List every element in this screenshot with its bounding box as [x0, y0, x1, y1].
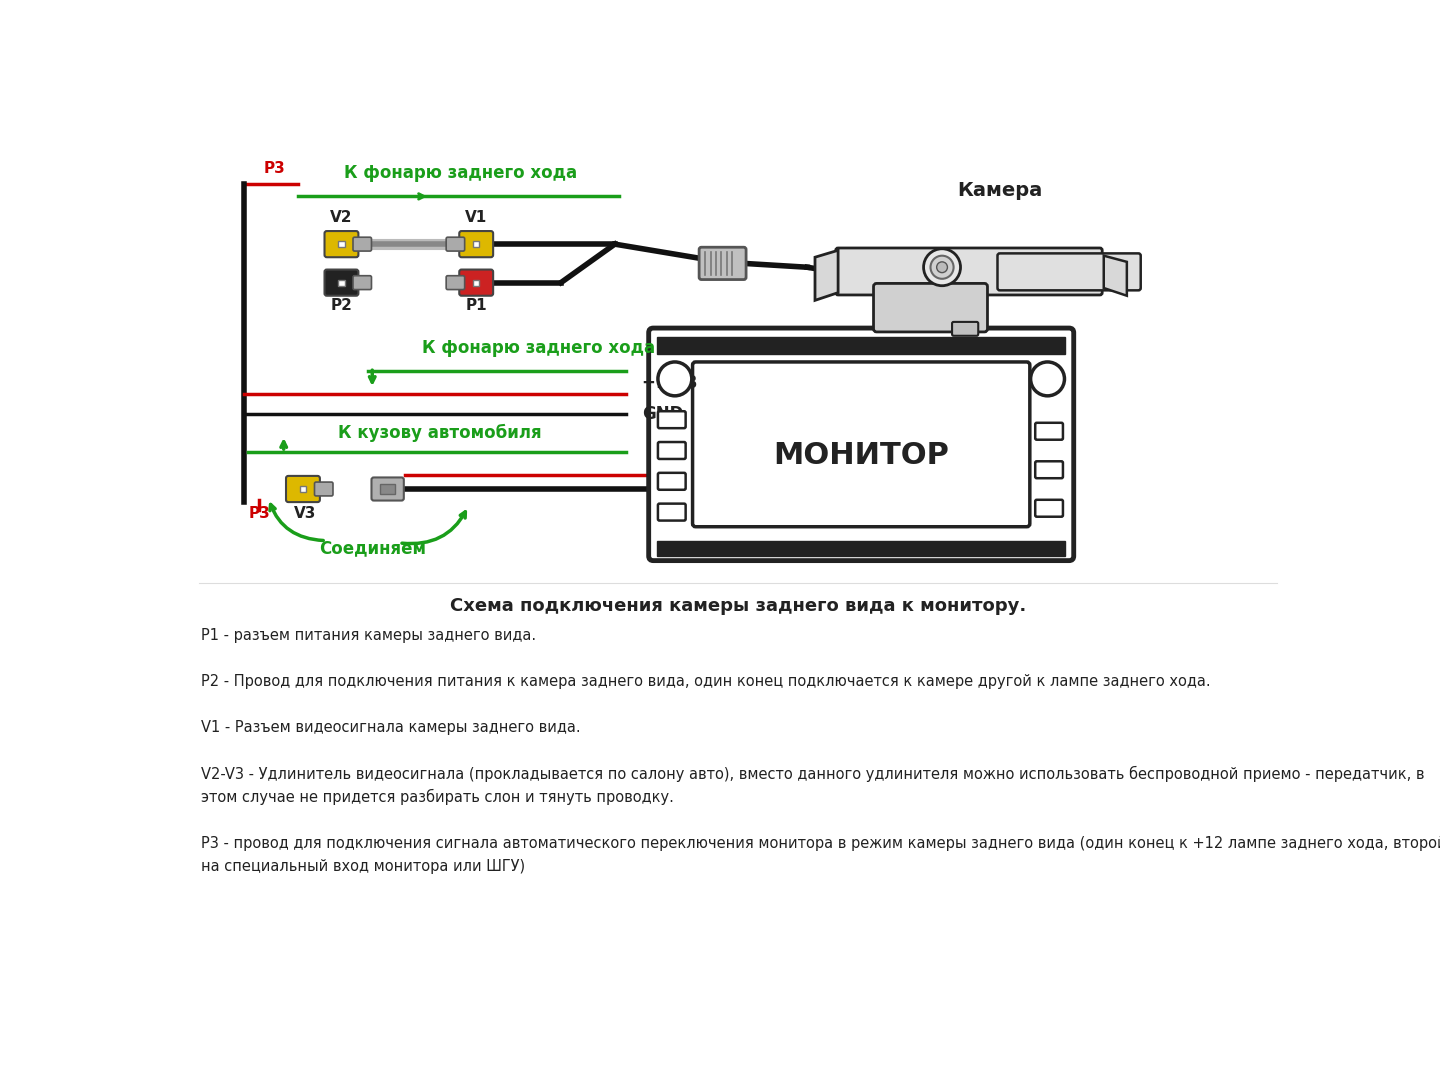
FancyBboxPatch shape [657, 540, 1066, 556]
FancyBboxPatch shape [1035, 461, 1063, 478]
FancyBboxPatch shape [658, 473, 685, 490]
FancyBboxPatch shape [874, 283, 988, 332]
FancyBboxPatch shape [648, 328, 1074, 561]
FancyBboxPatch shape [658, 504, 685, 521]
FancyBboxPatch shape [372, 477, 403, 501]
FancyBboxPatch shape [998, 253, 1140, 291]
FancyBboxPatch shape [835, 248, 1102, 295]
FancyBboxPatch shape [446, 276, 465, 289]
Text: P3: P3 [248, 506, 269, 521]
Text: P1: P1 [465, 298, 487, 313]
FancyBboxPatch shape [474, 280, 480, 286]
Text: +12 В: +12 В [642, 374, 697, 391]
Circle shape [1031, 362, 1064, 396]
Text: К фонарю заднего хода: К фонарю заднего хода [422, 339, 655, 357]
FancyBboxPatch shape [952, 322, 978, 336]
Polygon shape [815, 250, 838, 300]
Text: К фонарю заднего хода: К фонарю заднего хода [344, 164, 577, 182]
FancyBboxPatch shape [446, 237, 465, 251]
Text: Р1 - разъем питания камеры заднего вида.: Р1 - разъем питания камеры заднего вида. [200, 628, 536, 643]
FancyBboxPatch shape [380, 483, 396, 494]
Text: этом случае не придется разбирать слон и тянуть проводку.: этом случае не придется разбирать слон и… [200, 789, 674, 805]
Text: V1 - Разъем видеосигнала камеры заднего вида.: V1 - Разъем видеосигнала камеры заднего … [200, 720, 580, 735]
FancyBboxPatch shape [1035, 500, 1063, 517]
FancyBboxPatch shape [474, 241, 480, 248]
FancyBboxPatch shape [324, 269, 359, 296]
FancyBboxPatch shape [657, 338, 1066, 354]
FancyBboxPatch shape [300, 486, 307, 492]
Text: P2: P2 [331, 298, 353, 313]
FancyBboxPatch shape [1035, 422, 1063, 440]
FancyBboxPatch shape [314, 482, 333, 496]
Text: К кузову автомобиля: К кузову автомобиля [337, 423, 541, 442]
FancyBboxPatch shape [353, 276, 372, 289]
FancyBboxPatch shape [698, 248, 746, 280]
Text: Р3 - провод для подключения сигнала автоматического переключения монитора в режи: Р3 - провод для подключения сигнала авто… [200, 836, 1440, 851]
FancyBboxPatch shape [658, 412, 685, 428]
FancyBboxPatch shape [459, 232, 492, 257]
FancyBboxPatch shape [324, 232, 359, 257]
Polygon shape [1103, 256, 1128, 296]
Text: GND: GND [642, 404, 683, 422]
FancyBboxPatch shape [338, 241, 344, 248]
Text: P3: P3 [264, 161, 285, 176]
Text: V1: V1 [465, 210, 487, 225]
Text: МОНИТОР: МОНИТОР [773, 441, 949, 470]
FancyBboxPatch shape [658, 442, 685, 459]
Circle shape [936, 262, 948, 272]
FancyBboxPatch shape [287, 476, 320, 502]
Text: Р2 - Провод для подключения питания к камера заднего вида, один конец подключает: Р2 - Провод для подключения питания к ка… [200, 674, 1210, 689]
Text: V2-V3 - Удлинитель видеосигнала (прокладывается по салону авто), вместо данного : V2-V3 - Удлинитель видеосигнала (проклад… [200, 765, 1424, 781]
FancyBboxPatch shape [693, 362, 1030, 526]
Text: V2: V2 [330, 210, 353, 225]
Circle shape [923, 249, 960, 286]
Circle shape [658, 362, 691, 396]
Text: Схема подключения камеры заднего вида к монитору.: Схема подключения камеры заднего вида к … [449, 597, 1027, 615]
Text: Камера: Камера [958, 181, 1043, 199]
FancyBboxPatch shape [338, 280, 344, 286]
FancyBboxPatch shape [353, 237, 372, 251]
Text: V3: V3 [294, 506, 317, 521]
Circle shape [930, 256, 953, 279]
Text: Соединяем: Соединяем [318, 539, 426, 557]
FancyBboxPatch shape [459, 269, 492, 296]
Text: на специальный вход монитора или ШГУ): на специальный вход монитора или ШГУ) [200, 859, 524, 874]
